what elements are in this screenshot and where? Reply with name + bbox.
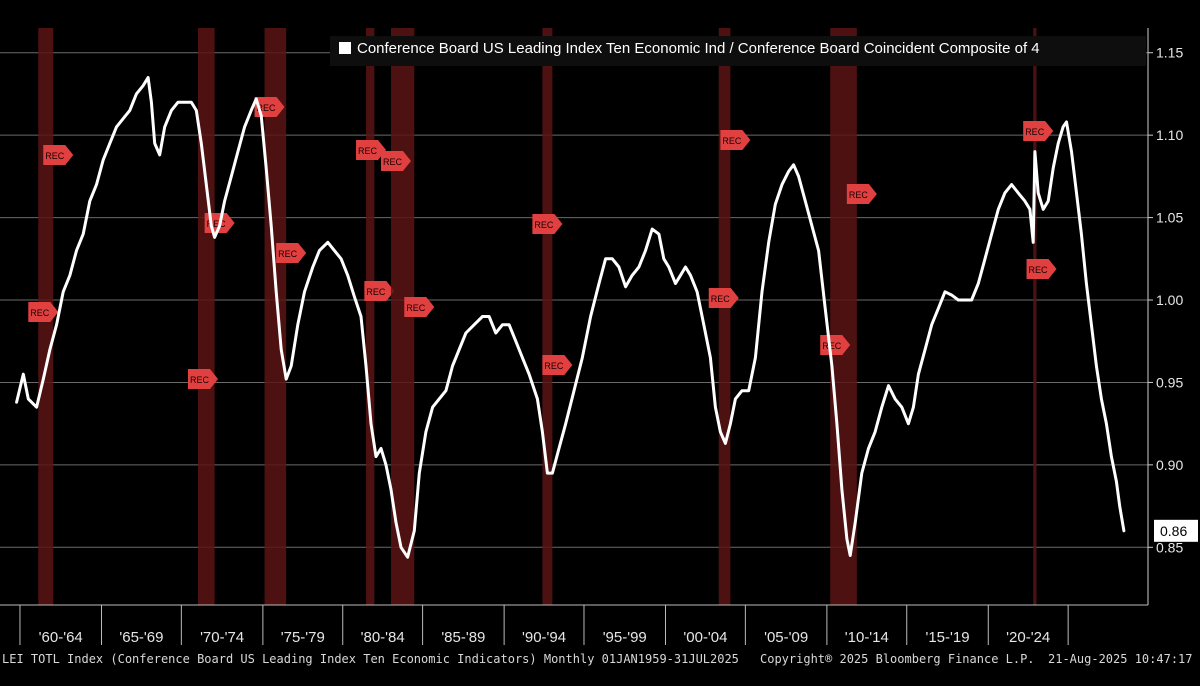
recession-marker: REC xyxy=(254,97,285,117)
recession-label: REC xyxy=(1029,265,1049,275)
recession-label: REC xyxy=(406,303,426,313)
y-tick-label: 1.05 xyxy=(1156,210,1183,226)
recession-label: REC xyxy=(849,190,869,200)
legend: Conference Board US Leading Index Ten Ec… xyxy=(330,36,1146,66)
y-tick-label: 0.95 xyxy=(1156,374,1183,390)
recession-flag xyxy=(364,281,395,301)
recession-marker: REC xyxy=(43,145,74,165)
x-tick-label: '20-'24 xyxy=(1006,629,1050,646)
recession-flag xyxy=(532,214,563,234)
last-value-box xyxy=(1154,519,1198,542)
recession-flag xyxy=(1026,259,1057,279)
legend-box xyxy=(330,36,1146,66)
x-tick-label: '90-'94 xyxy=(522,629,566,646)
x-tick-label: '15-'19 xyxy=(925,629,969,646)
y-axis: 1.15 1.10 1.05 1.00 0.95 0.90 0.850.86 xyxy=(1147,28,1198,605)
recession-marker: REC xyxy=(708,288,739,308)
x-tick-label: '65-'69 xyxy=(119,629,163,646)
recession-label: REC xyxy=(366,287,386,297)
y-tick-label: 1.15 xyxy=(1156,45,1183,61)
recession-band xyxy=(390,28,415,605)
series-line xyxy=(15,76,1126,559)
recession-flag xyxy=(404,297,435,317)
recession-flag xyxy=(356,140,387,160)
x-tick-label: '10-'14 xyxy=(845,629,889,646)
recession-label: REC xyxy=(544,361,564,371)
recession-label: REC xyxy=(358,146,378,156)
recession-label: REC xyxy=(534,220,554,230)
recession-label: REC xyxy=(257,103,277,113)
recession-flag xyxy=(43,145,74,165)
plot-area xyxy=(15,76,1126,559)
recession-flag xyxy=(846,184,877,204)
recession-flag xyxy=(276,243,307,263)
recession-flag xyxy=(254,97,285,117)
recession-flag xyxy=(28,302,59,322)
recession-marker: REC xyxy=(1023,121,1054,141)
recession-flag xyxy=(720,130,751,150)
recession-marker: REC xyxy=(364,281,395,301)
recession-label: REC xyxy=(190,375,210,385)
recession-marker: REC xyxy=(1026,259,1057,279)
legend-label: Conference Board US Leading Index Ten Ec… xyxy=(357,40,1040,57)
recession-label: REC xyxy=(722,136,742,146)
x-tick-label: '75-'79 xyxy=(281,629,325,646)
recession-marker: REC xyxy=(356,140,387,160)
recession-flag xyxy=(380,151,411,171)
recession-flag xyxy=(1023,121,1054,141)
recession-bands: REC REC REC REC REC REC REC REC REC REC REC REC REC R… xyxy=(28,28,1057,605)
recession-band xyxy=(542,28,553,605)
recession-marker: REC xyxy=(542,355,573,375)
y-tick-label: 0.85 xyxy=(1156,539,1183,555)
recession-label: REC xyxy=(278,249,298,259)
y-tick-label: 0.90 xyxy=(1156,457,1183,473)
x-tick-label: '05-'09 xyxy=(764,629,808,646)
footer: LEI TOTL Index (Conference Board US Lead… xyxy=(0,652,1200,674)
x-axis: '60-'64 '65-'69 '70-'74 '75-'79 '80-'84 '85-'… xyxy=(0,604,1148,646)
recession-band xyxy=(197,28,215,605)
y-tick-label: 1.00 xyxy=(1156,292,1183,308)
grid-lines xyxy=(0,52,1148,548)
recession-marker: REC xyxy=(404,297,435,317)
recession-marker: REC xyxy=(28,302,59,322)
recession-label: REC xyxy=(30,308,50,318)
last-value-label: 0.86 xyxy=(1160,523,1187,539)
y-tick-label: 1.10 xyxy=(1156,127,1183,143)
recession-label: REC xyxy=(45,151,65,161)
x-tick-label: '85-'89 xyxy=(441,629,485,646)
recession-marker: REC xyxy=(720,130,751,150)
recession-flag xyxy=(708,288,739,308)
recession-band xyxy=(366,28,375,605)
recession-label: REC xyxy=(207,219,227,229)
footer-copyright: Copyright® 2025 Bloomberg Finance L.P. xyxy=(760,652,1035,666)
x-tick-label: '60-'64 xyxy=(39,629,83,646)
x-tick-label: '00-'04 xyxy=(683,629,727,646)
x-tick-label: '70-'74 xyxy=(200,629,244,646)
recession-label: REC xyxy=(1025,127,1045,137)
recession-marker: REC xyxy=(846,184,877,204)
footer-timestamp: 21-Aug-2025 10:47:17 xyxy=(1048,652,1193,666)
recession-flag xyxy=(187,369,218,389)
recession-flag xyxy=(542,355,573,375)
recession-band xyxy=(1033,28,1037,605)
x-tick-label: '95-'99 xyxy=(603,629,647,646)
recession-label: REC xyxy=(383,157,403,167)
last-value-badge: 0.86 xyxy=(1154,519,1198,542)
footer-source: LEI TOTL Index (Conference Board US Lead… xyxy=(2,652,739,666)
recession-band xyxy=(264,28,287,605)
recession-marker: REC xyxy=(276,243,307,263)
recession-marker: REC xyxy=(187,369,218,389)
recession-marker: REC xyxy=(532,214,563,234)
chart: REC REC REC REC REC REC REC REC REC REC REC REC REC R… xyxy=(0,28,1198,646)
recession-label: REC xyxy=(822,341,842,351)
recession-label: REC xyxy=(711,294,731,304)
legend-swatch xyxy=(339,42,351,54)
recession-marker: REC xyxy=(380,151,411,171)
x-tick-label: '80-'84 xyxy=(361,629,405,646)
recession-band xyxy=(718,28,731,605)
